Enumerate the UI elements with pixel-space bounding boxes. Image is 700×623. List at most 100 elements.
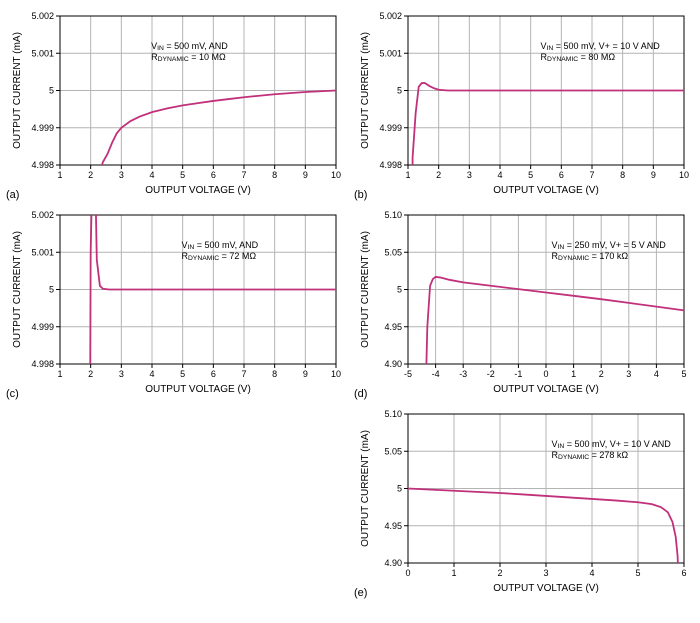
x-tick-label: 7 [241,170,246,180]
x-tick-label: -1 [514,369,522,379]
y-tick-label: 4.90 [384,558,402,568]
x-tick-label: 1 [571,369,576,379]
y-tick-label: 4.999 [379,123,402,133]
chart-e: 0 1 2 3 4 5 6 4.90 4.95 5 5.05 5.10 OUTPUT VOLTAGE (… [354,404,692,599]
panel-tag-a: (a) [6,189,19,201]
x-tick-label: 5 [180,369,185,379]
panel-tag-c: (c) [6,388,19,400]
x-tick-label: 6 [559,170,564,180]
panel-e: 0 1 2 3 4 5 6 4.90 4.95 5 5.05 5.10 OUTPUT VOLTAGE (… [354,404,694,599]
x-tick-label: 3 [543,568,548,578]
y-axis-label: OUTPUT CURRENT (mA) [360,32,371,149]
y-tick-label: 5.10 [384,409,402,419]
x-tick-label: 6 [681,568,686,578]
x-tick-label: 5 [635,568,640,578]
y-tick-label: 5.001 [31,48,54,58]
x-tick-label: 1 [451,568,456,578]
x-tick-label: 1 [405,170,410,180]
y-tick-label: 4.999 [31,322,54,332]
x-tick-label: 3 [626,369,631,379]
chart-d: -5-4-3-2-10123454.904.9555.055.10OUTPUT … [354,205,692,400]
x-tick-label: 2 [88,369,93,379]
x-tick-label: 6 [211,170,216,180]
annotation-text: VIN = 500 mV, V+ = 10 V ANDRDYNAMIC = 27… [552,439,672,461]
y-tick-label: 5 [397,86,402,96]
panel-tag-b: (b) [354,189,367,201]
y-tick-label: 5.05 [384,446,402,456]
x-tick-label: 1 [57,369,62,379]
y-tick-label: 5.002 [31,11,54,21]
panel-empty [6,404,346,599]
y-tick-label: 5.002 [31,210,54,220]
series-line [408,83,684,201]
y-tick-label: 5.001 [379,48,402,58]
x-tick-label: 8 [272,170,277,180]
y-axis-label: OUTPUT CURRENT (mA) [360,231,371,348]
y-tick-label: 4.95 [384,521,402,531]
y-tick-label: 5.001 [31,247,54,257]
x-tick-label: -2 [487,369,495,379]
panel-tag-e: (e) [354,587,367,599]
panel-tag-d: (d) [354,388,367,400]
y-axis-label: OUTPUT CURRENT (mA) [12,32,23,149]
x-tick-label: 7 [241,369,246,379]
x-tick-label: 4 [589,568,594,578]
chart-a: 123456789104.9984.99955.0015.002OUTPUT V… [6,6,344,201]
x-axis-label: OUTPUT VOLTAGE (V) [145,185,251,196]
x-tick-label: 2 [497,568,502,578]
x-tick-label: -3 [459,369,467,379]
x-axis-label: OUTPUT VOLTAGE (V) [493,583,599,594]
x-tick-label: 0 [543,369,548,379]
y-tick-label: 5.002 [379,11,402,21]
x-tick-label: 10 [331,170,341,180]
x-tick-label: 2 [599,369,604,379]
x-tick-label: 5 [180,170,185,180]
x-axis-label: OUTPUT VOLTAGE (V) [493,384,599,395]
x-tick-label: 9 [303,170,308,180]
x-axis-label: OUTPUT VOLTAGE (V) [493,185,599,196]
chart-c: 1 2 3 4 5 6 7 8 9 10 4.998 4.999 5 5.001 5.002 OUTPUT V… [6,205,344,400]
x-tick-label: 8 [272,369,277,379]
annotation-text: VIN = 250 mV, V+ = 5 V ANDRDYNAMIC = 170… [552,240,667,262]
x-tick-label: 10 [331,369,341,379]
x-tick-label: 1 [57,170,62,180]
x-tick-label: 3 [467,170,472,180]
y-tick-label: 4.999 [31,123,54,133]
y-axis-label: OUTPUT CURRENT (mA) [12,231,23,348]
x-tick-label: 7 [589,170,594,180]
x-tick-label: 0 [405,568,410,578]
panel-a: 123456789104.9984.99955.0015.002OUTPUT V… [6,6,346,201]
x-tick-label: 4 [654,369,659,379]
x-tick-label: 4 [149,170,154,180]
x-tick-label: 3 [119,369,124,379]
y-tick-label: 5.10 [384,210,402,220]
panel-c: 1 2 3 4 5 6 7 8 9 10 4.998 4.999 5 5.001 5.002 OUTPUT V… [6,205,346,400]
annotation-text: VIN = 500 mV, V+ = 10 V ANDRDYNAMIC = 80… [540,41,660,63]
chart-b: 123456789104.9984.99955.0015.002OUTPUT V… [354,6,692,201]
panel-b: 123456789104.9984.99955.0015.002OUTPUT V… [354,6,694,201]
y-tick-label: 5 [49,285,54,295]
x-tick-label: 9 [651,170,656,180]
y-tick-label: 5.05 [384,247,402,257]
x-tick-label: 4 [497,170,502,180]
x-axis-label: OUTPUT VOLTAGE (V) [145,384,251,395]
x-tick-label: 4 [149,369,154,379]
annotation-text: VIN = 500 mV, ANDRDYNAMIC = 72 MΩ [181,240,258,262]
x-tick-label: 8 [620,170,625,180]
y-tick-label: 4.90 [384,359,402,369]
y-tick-label: 4.998 [379,160,402,170]
x-tick-label: 2 [88,170,93,180]
x-tick-label: 3 [119,170,124,180]
x-tick-label: 5 [681,369,686,379]
x-tick-label: 2 [436,170,441,180]
x-tick-label: 9 [303,369,308,379]
annotation-text: VIN = 500 mV, ANDRDYNAMIC = 10 MΩ [151,41,228,63]
x-tick-label: 6 [211,369,216,379]
panel-d: -5-4-3-2-10123454.904.9555.055.10OUTPUT … [354,205,694,400]
y-tick-label: 5 [49,86,54,96]
y-tick-label: 4.95 [384,322,402,332]
x-tick-label: 10 [679,170,689,180]
y-tick-label: 5 [397,285,402,295]
y-tick-label: 5 [397,484,402,494]
y-tick-label: 4.998 [31,359,54,369]
